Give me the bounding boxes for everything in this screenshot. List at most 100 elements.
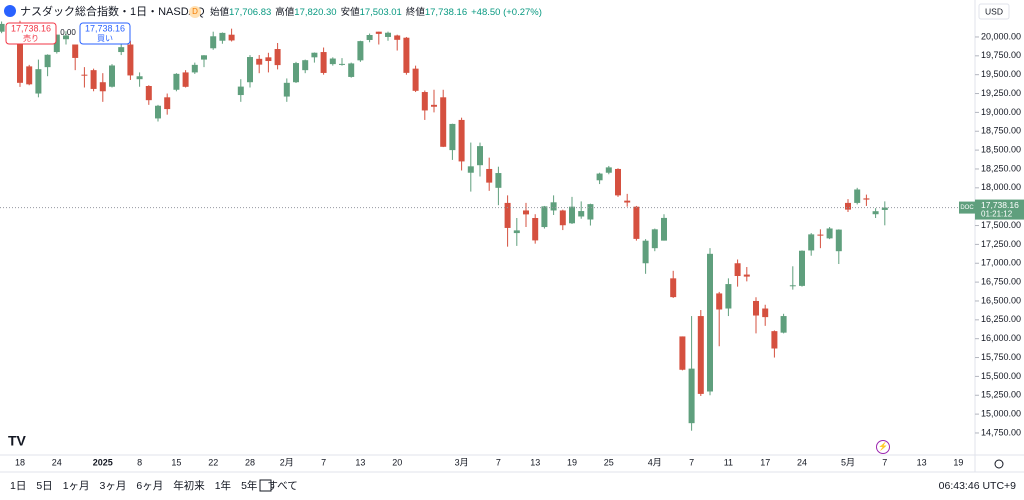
candle-body: [63, 35, 69, 40]
range-button[interactable]: すべて: [267, 480, 297, 492]
candle-body: [845, 202, 851, 210]
candle-body: [596, 173, 603, 181]
candle-body: [302, 60, 309, 71]
candle-body: [440, 97, 447, 147]
candle-body: [587, 204, 594, 220]
candle-body: [504, 202, 511, 228]
y-tick-label: 19,500.00: [981, 69, 1021, 79]
range-button[interactable]: 5年: [241, 479, 257, 492]
x-tick-label: 13: [917, 457, 927, 467]
candle-body: [99, 82, 106, 92]
range-button[interactable]: 1日: [10, 480, 26, 492]
price-tag-countdown: 01:21:12: [981, 210, 1013, 219]
candle-body: [403, 37, 410, 73]
ohlc-value: 17,706.83: [229, 7, 271, 18]
candle-body: [467, 166, 474, 173]
candle-body: [458, 119, 465, 162]
y-tick-label: 15,250.00: [981, 390, 1021, 400]
candle-body: [173, 73, 180, 90]
range-button[interactable]: 6ヶ月: [136, 480, 163, 492]
candle-body: [835, 229, 842, 252]
candle-body: [486, 168, 493, 183]
y-tick-label: 16,000.00: [981, 333, 1021, 343]
y-tick-label: 15,750.00: [981, 352, 1021, 362]
price-tag-badge: DOC: [960, 205, 974, 211]
candle-body: [753, 300, 759, 316]
candle-body: [118, 47, 125, 53]
candle-body: [320, 52, 327, 73]
x-tick-label: 2月: [280, 457, 294, 467]
candle-body: [762, 308, 769, 318]
x-tick-label: 17: [760, 457, 770, 467]
y-tick-label: 16,500.00: [981, 295, 1021, 305]
candle-body: [35, 69, 42, 94]
candle-body: [155, 105, 161, 119]
candle-body: [569, 206, 575, 224]
status-badge-label: D: [192, 7, 198, 16]
x-tick-label: 4月: [648, 457, 662, 467]
candle-body: [578, 211, 585, 217]
candle-body: [872, 211, 879, 215]
candle-body: [605, 167, 612, 173]
candle-body: [219, 32, 226, 41]
candle-body: [550, 202, 557, 211]
events-icon[interactable]: [876, 440, 890, 454]
candle-body: [734, 263, 741, 277]
settings-icon[interactable]: [994, 459, 1004, 469]
candles: [0, 20, 975, 431]
candle-body: [421, 92, 428, 111]
candle-body: [385, 32, 391, 37]
ohlc-change: +48.50 (+0.27%): [471, 7, 542, 18]
candle-body: [541, 206, 548, 228]
candle-body: [366, 35, 373, 40]
date-picker[interactable]: [259, 479, 272, 492]
candle-body: [293, 63, 299, 83]
candle-body: [375, 31, 382, 34]
range-button[interactable]: 1年: [215, 479, 231, 492]
y-tick-label: 18,500.00: [981, 144, 1021, 154]
ohlc-label: 安値: [341, 6, 361, 18]
y-tick-label: 17,500.00: [981, 220, 1021, 230]
currency-button[interactable]: [978, 3, 1010, 20]
candle-body: [799, 250, 805, 286]
candle-body: [808, 234, 815, 251]
candle-body: [109, 65, 115, 87]
x-tick-label: 11: [724, 457, 733, 467]
x-tick-label: 7: [689, 457, 694, 467]
candle-body: [513, 230, 520, 234]
x-tick-label: 24: [797, 457, 807, 467]
candle-body: [348, 63, 355, 77]
candle-body: [412, 68, 419, 91]
candle-body: [237, 86, 244, 96]
x-tick-label: 22: [208, 457, 218, 467]
x-tick-label: 5月: [841, 457, 855, 467]
symbol-title[interactable]: ナスダック総合指数・1日・NASDAQ: [20, 4, 205, 18]
range-button[interactable]: 3ヶ月: [100, 480, 127, 492]
candle-body: [670, 278, 677, 298]
spread: 0.00: [60, 28, 76, 37]
range-button[interactable]: 1ヶ月: [63, 480, 90, 492]
candle-body: [881, 207, 888, 210]
x-tick-label: 15: [171, 457, 181, 467]
sell-label: 売り: [23, 33, 39, 43]
y-tick-label: 17,000.00: [981, 258, 1021, 268]
candle-body: [817, 234, 824, 236]
candle-body: [0, 23, 5, 32]
y-tick-label: 18,750.00: [981, 126, 1021, 136]
range-button[interactable]: 年初来: [173, 479, 205, 492]
buy-button[interactable]: [79, 22, 131, 45]
ohlc-label: 終値: [406, 6, 426, 18]
currency: USD: [985, 6, 1003, 16]
candle-body: [339, 63, 345, 65]
sell-button[interactable]: [5, 22, 57, 45]
y-tick-label: 15,000.00: [981, 408, 1021, 418]
y-tick-label: 15,500.00: [981, 371, 1021, 381]
candle-body: [431, 104, 437, 107]
range-button[interactable]: 5日: [36, 480, 52, 492]
candle-body: [311, 52, 318, 58]
candle-body: [256, 58, 263, 65]
candle-body: [633, 206, 640, 239]
candle-body: [164, 97, 171, 110]
